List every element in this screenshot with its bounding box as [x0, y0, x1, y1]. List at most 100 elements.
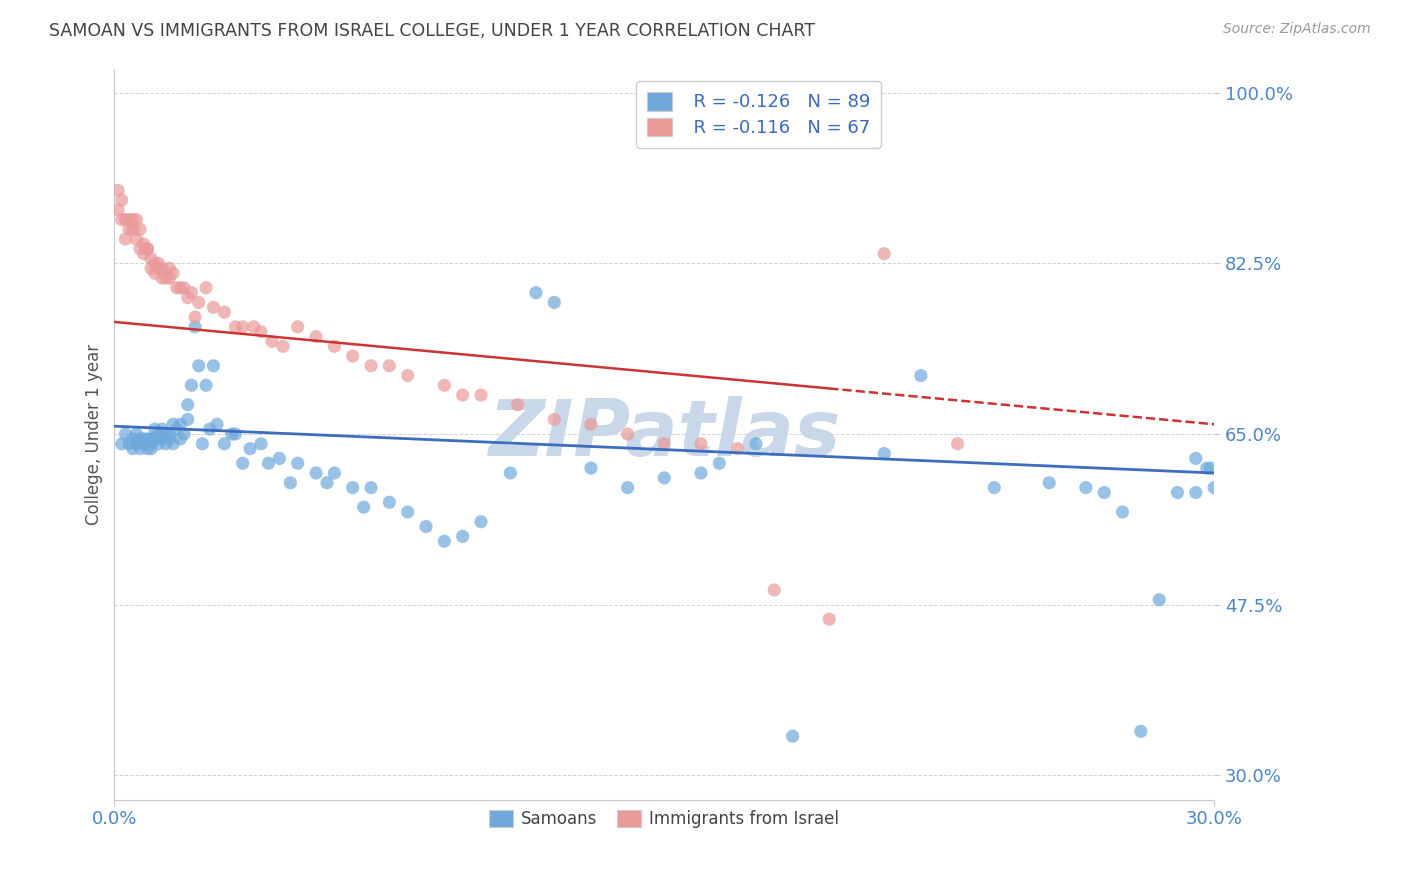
Point — [139, 442, 162, 456]
Point — [166, 422, 188, 436]
Point — [177, 291, 200, 305]
Point — [169, 281, 191, 295]
Point — [1166, 485, 1188, 500]
Point — [121, 432, 143, 446]
Point — [157, 261, 180, 276]
Point — [1199, 461, 1222, 475]
Point — [111, 212, 134, 227]
Text: ZIPatlas: ZIPatlas — [488, 396, 841, 472]
Point — [342, 349, 364, 363]
Point — [173, 427, 195, 442]
Point — [118, 436, 141, 450]
Point — [184, 310, 207, 324]
Point — [155, 436, 177, 450]
Point — [214, 436, 236, 450]
Point — [136, 242, 159, 256]
Point — [157, 427, 180, 442]
Point — [187, 295, 209, 310]
Point — [121, 212, 143, 227]
Point — [873, 246, 896, 260]
Point — [139, 432, 162, 446]
Point — [305, 466, 328, 480]
Point — [148, 256, 170, 270]
Point — [1111, 505, 1133, 519]
Point — [132, 236, 155, 251]
Point — [543, 412, 565, 426]
Point — [129, 222, 152, 236]
Point — [177, 412, 200, 426]
Point — [1129, 724, 1152, 739]
Point — [221, 427, 243, 442]
Point — [239, 442, 262, 456]
Point — [396, 368, 419, 383]
Point — [224, 427, 246, 442]
Legend: Samoans, Immigrants from Israel: Samoans, Immigrants from Israel — [482, 804, 846, 835]
Point — [451, 388, 474, 402]
Point — [396, 505, 419, 519]
Point — [150, 422, 173, 436]
Point — [125, 436, 148, 450]
Point — [287, 319, 309, 334]
Point — [280, 475, 302, 490]
Point — [198, 422, 221, 436]
Point — [150, 271, 173, 285]
Point — [323, 339, 346, 353]
Point — [946, 436, 969, 450]
Point — [1038, 475, 1060, 490]
Point — [139, 252, 162, 266]
Point — [157, 432, 180, 446]
Point — [250, 325, 273, 339]
Point — [451, 529, 474, 543]
Point — [1074, 481, 1097, 495]
Point — [139, 436, 162, 450]
Point — [191, 436, 214, 450]
Point — [148, 436, 170, 450]
Point — [232, 456, 254, 470]
Point — [360, 481, 382, 495]
Point — [177, 398, 200, 412]
Point — [162, 417, 184, 432]
Point — [316, 475, 339, 490]
Point — [155, 427, 177, 442]
Point — [125, 232, 148, 246]
Point — [224, 319, 246, 334]
Point — [271, 339, 294, 353]
Text: SAMOAN VS IMMIGRANTS FROM ISRAEL COLLEGE, UNDER 1 YEAR CORRELATION CHART: SAMOAN VS IMMIGRANTS FROM ISRAEL COLLEGE… — [49, 22, 815, 40]
Point — [1185, 485, 1208, 500]
Point — [690, 466, 713, 480]
Point — [745, 436, 768, 450]
Point — [114, 232, 136, 246]
Point — [470, 515, 492, 529]
Point — [616, 427, 638, 442]
Point — [353, 500, 375, 515]
Point — [305, 329, 328, 343]
Point — [983, 481, 1005, 495]
Point — [114, 212, 136, 227]
Point — [155, 271, 177, 285]
Point — [910, 368, 932, 383]
Point — [415, 519, 437, 533]
Point — [111, 436, 134, 450]
Point — [143, 266, 166, 280]
Point — [873, 446, 896, 460]
Point — [180, 285, 202, 300]
Point — [107, 183, 129, 197]
Point — [195, 281, 218, 295]
Point — [242, 319, 264, 334]
Point — [257, 456, 280, 470]
Point — [132, 436, 155, 450]
Point — [506, 398, 529, 412]
Point — [148, 261, 170, 276]
Point — [148, 427, 170, 442]
Point — [129, 242, 152, 256]
Point — [433, 534, 456, 549]
Point — [129, 442, 152, 456]
Point — [111, 193, 134, 207]
Y-axis label: College, Under 1 year: College, Under 1 year — [86, 343, 103, 524]
Point — [195, 378, 218, 392]
Point — [143, 422, 166, 436]
Point — [579, 417, 602, 432]
Point — [143, 256, 166, 270]
Point — [1092, 485, 1115, 500]
Point — [378, 359, 401, 373]
